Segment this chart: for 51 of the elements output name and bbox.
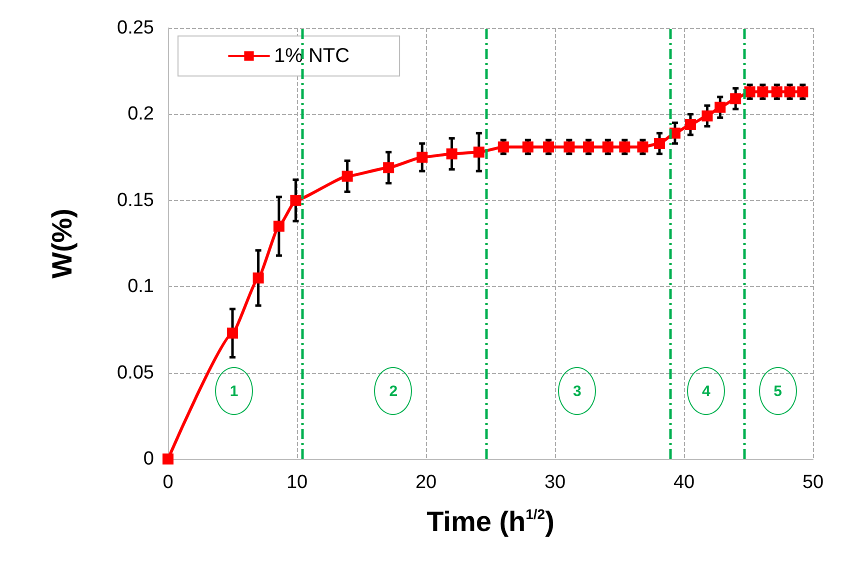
x-tick-label: 0 bbox=[162, 472, 174, 493]
annotation: 1 bbox=[230, 382, 238, 400]
point bbox=[383, 162, 394, 174]
point bbox=[522, 141, 534, 152]
y-tick-label: 0.25 bbox=[117, 18, 154, 38]
point bbox=[583, 141, 594, 152]
point bbox=[564, 141, 575, 152]
y-tick-label: 0.15 bbox=[117, 190, 154, 211]
y-tick-label: 0.1 bbox=[128, 276, 154, 298]
oval-outline: 4 bbox=[687, 367, 726, 415]
x-tick-label: 10 bbox=[286, 472, 308, 493]
point bbox=[498, 141, 509, 152]
oval-outline: 5 bbox=[758, 367, 797, 415]
point bbox=[797, 86, 808, 98]
point bbox=[273, 220, 284, 232]
point bbox=[543, 141, 554, 152]
point bbox=[784, 86, 796, 98]
point bbox=[771, 86, 782, 98]
oval-outline: 3 bbox=[558, 367, 596, 415]
point bbox=[619, 141, 630, 152]
annotation: 2 bbox=[389, 382, 398, 400]
point bbox=[637, 141, 648, 152]
annotation: 4 bbox=[702, 382, 710, 400]
annotation: 5 bbox=[774, 382, 782, 400]
point bbox=[473, 146, 484, 158]
x-tick-label: 50 bbox=[802, 472, 824, 493]
point bbox=[702, 110, 713, 122]
x-tick-label: 30 bbox=[544, 472, 566, 493]
point bbox=[342, 170, 353, 182]
point bbox=[446, 148, 458, 160]
point bbox=[654, 138, 665, 150]
x-tick-label: 40 bbox=[673, 472, 695, 493]
y-tick-label: 0.2 bbox=[128, 104, 154, 125]
point bbox=[684, 119, 696, 130]
y-tick-label: 0.05 bbox=[117, 362, 154, 384]
point bbox=[714, 102, 726, 113]
point bbox=[602, 141, 614, 152]
point bbox=[290, 194, 302, 206]
annotation: 3 bbox=[573, 382, 582, 400]
y-tick-label: 0 bbox=[143, 448, 154, 470]
point bbox=[730, 93, 742, 104]
point bbox=[227, 328, 238, 339]
legend-label: 1% NTC bbox=[274, 45, 350, 67]
point bbox=[757, 86, 768, 98]
x-tick-label: 20 bbox=[415, 472, 437, 493]
oval-outline: 1 bbox=[215, 367, 254, 415]
point bbox=[252, 272, 264, 284]
point bbox=[416, 152, 428, 163]
y-axis-title: W(%) bbox=[46, 208, 78, 278]
oval-outline: 2 bbox=[374, 367, 412, 415]
point bbox=[162, 454, 174, 464]
